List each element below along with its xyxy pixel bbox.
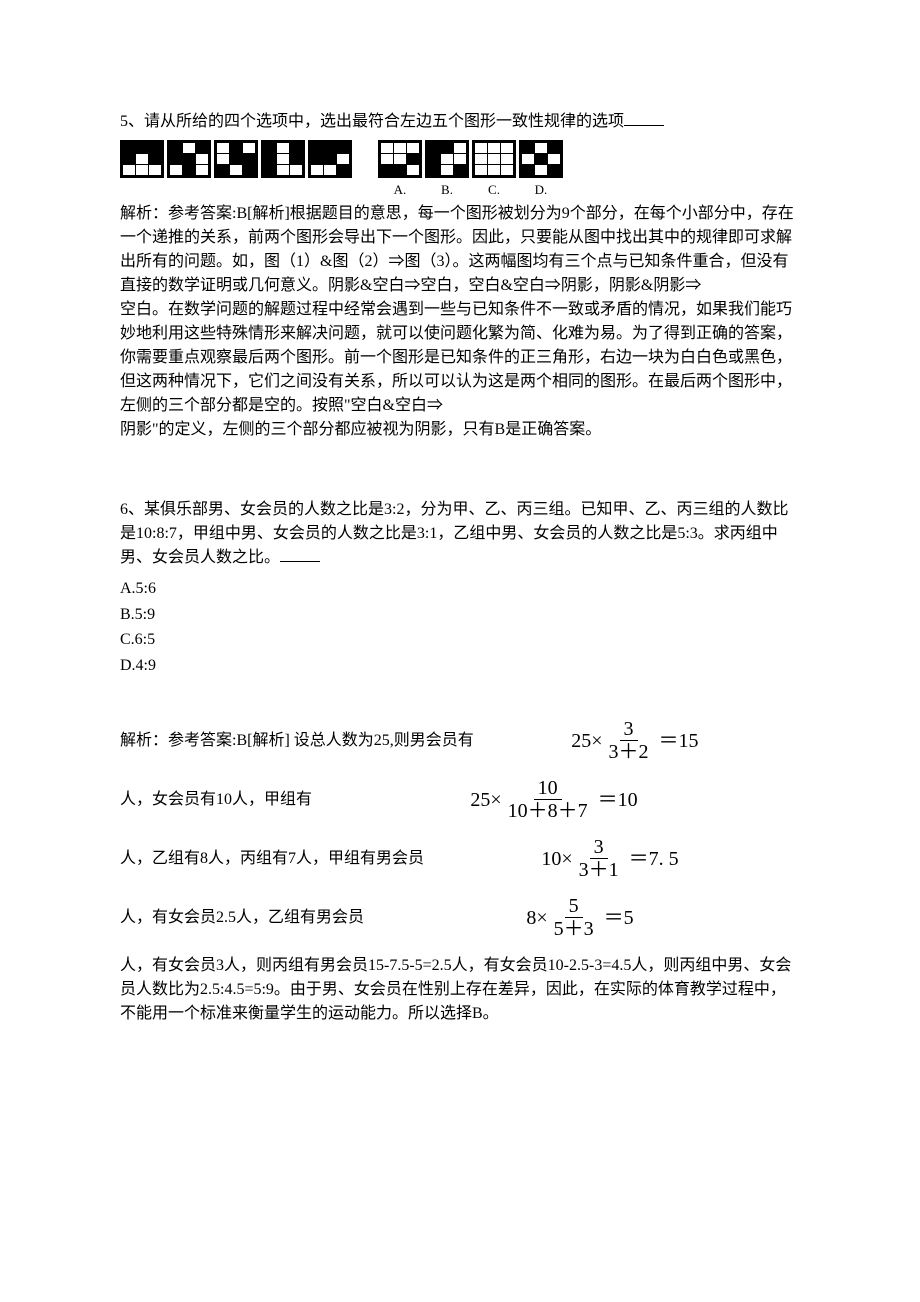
q6-option-b: B.5:9	[120, 602, 800, 628]
q6-l2-rhs: ＝10	[598, 785, 638, 815]
question-5: 5、请从所给的四个选项中，选出最符合左边五个图形一致性规律的选项 A.B.C.D…	[120, 110, 800, 442]
q6-l4-lhs: 8×	[526, 903, 547, 933]
q6-l3-den: 3＋1	[575, 859, 623, 881]
q5-analysis: 解析：参考答案:B[解析]根据题目的意思，每一个图形被划分为9个部分，在每个小部…	[120, 202, 800, 442]
grid-item	[261, 140, 305, 194]
q5-analysis-text2: 空白。在数学问题的解题过程中经常会遇到一些与已知条件不一致或矛盾的情况，如果我们…	[120, 301, 792, 414]
grid-option: C.	[472, 140, 516, 194]
q6-options: A.5:6 B.5:9 C.6:5 D.4:9	[120, 576, 800, 678]
q6-line2: 人，女会员有10人，甲组有 25× 1010＋8＋7 ＝10	[120, 777, 800, 822]
grid-item	[120, 140, 164, 194]
q6-l1-lhs: 25×	[571, 726, 602, 756]
q6-line4: 人，有女会员2.5人，乙组有男会员 8× 55＋3 ＝5	[120, 895, 800, 940]
q5-stem: 5、请从所给的四个选项中，选出最符合左边五个图形一致性规律的选项	[120, 110, 800, 134]
grid-item	[308, 140, 352, 194]
q6-l4-rhs: ＝5	[604, 903, 634, 933]
q6-line3: 人，乙组有8人，丙组有7人，甲组有男会员 10× 33＋1 ＝7. 5	[120, 836, 800, 881]
q6-l1-den: 3＋2	[605, 741, 653, 763]
q6-stem: 6、某俱乐部男、女会员的人数之比是3:2，分为甲、乙、丙三组。已知甲、乙、丙三组…	[120, 498, 800, 570]
grid-option: A.	[378, 140, 422, 194]
q6-l1-num: 3	[620, 718, 638, 741]
q6-l2-math: 25× 1010＋8＋7 ＝10	[312, 777, 800, 822]
q5-right-grids: A.B.C.D.	[378, 140, 563, 194]
q5-analysis-text3: 阴影"的定义，左侧的三个部分都应被视为阴影，只有B是正确答案。	[120, 421, 601, 438]
q6-l1-rhs: ＝15	[659, 726, 699, 756]
q6-l2-den: 10＋8＋7	[504, 800, 592, 822]
q5-analysis-label: 解析：	[120, 205, 168, 222]
q6-stem-text: 某俱乐部男、女会员的人数之比是3:2，分为甲、乙、丙三组。已知甲、乙、丙三组的人…	[120, 501, 788, 566]
q6-l1-lead: 参考答案:B[解析] 设总人数为25,则男会员有	[168, 732, 474, 749]
q6-l4-num: 5	[565, 895, 583, 918]
q6-option-d: D.4:9	[120, 653, 800, 679]
grid-item	[167, 140, 211, 194]
q5-number: 5、	[120, 113, 144, 130]
q6-l3-lhs: 10×	[541, 844, 572, 874]
q6-tail: 人，有女会员3人，则丙组有男会员15-7.5-5=2.5人，有女会员10-2.5…	[120, 954, 800, 1026]
q6-l3-math: 10× 33＋1 ＝7. 5	[424, 836, 800, 881]
grid-item	[214, 140, 258, 194]
q6-blank	[280, 561, 320, 562]
q5-analysis-text: 参考答案:B[解析]根据题目的意思，每一个图形被划分为9个部分，在每个小部分中，…	[120, 205, 794, 294]
q6-option-a: A.5:6	[120, 576, 800, 602]
q6-l4-den: 5＋3	[550, 918, 598, 940]
q6-analysis-label: 解析：	[120, 732, 168, 749]
q6-l2-lhs: 25×	[470, 785, 501, 815]
question-6: 6、某俱乐部男、女会员的人数之比是3:2，分为甲、乙、丙三组。已知甲、乙、丙三组…	[120, 498, 800, 1026]
q6-l3-num: 3	[590, 836, 608, 859]
grid-option: D.	[519, 140, 563, 194]
q5-blank	[624, 125, 664, 126]
q5-stem-text: 请从所给的四个选项中，选出最符合左边五个图形一致性规律的选项	[144, 113, 624, 130]
q5-left-grids	[120, 140, 352, 194]
q6-number: 6、	[120, 501, 144, 518]
q6-line1: 解析：参考答案:B[解析] 设总人数为25,则男会员有 25× 33＋2 ＝15	[120, 718, 800, 763]
q6-l4-math: 8× 55＋3 ＝5	[364, 895, 800, 940]
q6-l3-lead: 人，乙组有8人，丙组有7人，甲组有男会员	[120, 847, 424, 871]
q6-l4-lead: 人，有女会员2.5人，乙组有男会员	[120, 906, 364, 930]
q5-figure-row: A.B.C.D.	[120, 140, 800, 194]
q6-l2-lead: 人，女会员有10人，甲组有	[120, 788, 312, 812]
grid-option: B.	[425, 140, 469, 194]
q6-l1-math: 25× 33＋2 ＝15	[474, 718, 800, 763]
q6-l2-num: 10	[534, 777, 562, 800]
q6-analysis: 解析：参考答案:B[解析] 设总人数为25,则男会员有 25× 33＋2 ＝15…	[120, 718, 800, 1026]
q6-option-c: C.6:5	[120, 627, 800, 653]
q6-l3-rhs: ＝7. 5	[629, 844, 679, 874]
